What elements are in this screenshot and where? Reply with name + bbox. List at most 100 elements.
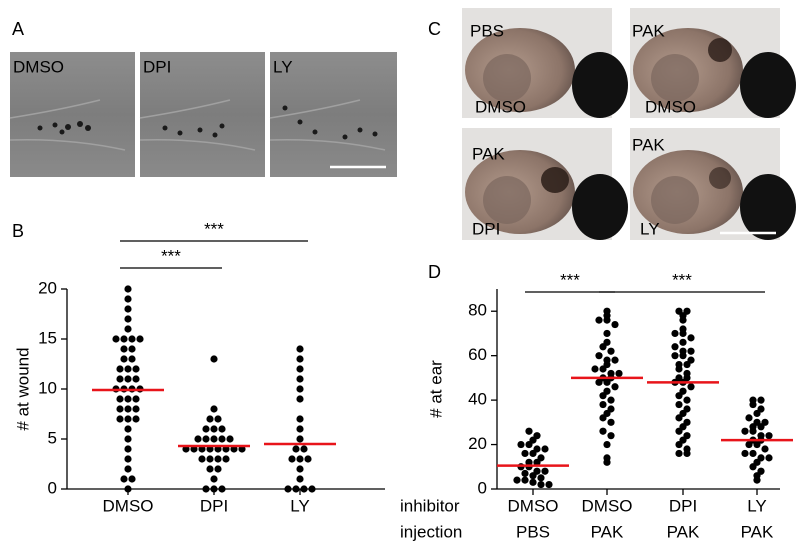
- data-point: [128, 355, 136, 363]
- image-label: DMSO: [475, 97, 526, 116]
- data-point: [749, 449, 757, 458]
- data-point: [741, 427, 749, 435]
- data-point: [120, 355, 128, 363]
- data-point: [749, 463, 757, 471]
- data-point: [296, 375, 304, 383]
- data-point: [675, 365, 683, 373]
- y-tick-label: 0: [478, 478, 487, 497]
- data-point: [765, 432, 773, 440]
- data-point: [749, 400, 757, 409]
- data-point: [595, 352, 603, 360]
- y-tick-label: 60: [468, 345, 487, 364]
- data-point: [679, 338, 687, 346]
- data-point: [675, 414, 683, 422]
- data-point: [132, 365, 140, 373]
- data-point: [124, 435, 132, 443]
- data-point: [675, 449, 683, 458]
- data-point: [136, 335, 144, 343]
- data-point: [675, 440, 683, 449]
- data-point: [202, 435, 210, 443]
- x-tick-label: DPI: [669, 496, 697, 515]
- data-point: [679, 352, 687, 360]
- data-point: [296, 455, 304, 463]
- data-point: [741, 449, 749, 458]
- data-point: [124, 425, 132, 433]
- data-point: [591, 365, 599, 373]
- data-point: [128, 475, 136, 483]
- data-point: [615, 369, 623, 378]
- data-point: [525, 440, 533, 449]
- data-point: [124, 365, 132, 373]
- significance-label: ***: [672, 270, 692, 289]
- panel-label: C: [428, 19, 441, 39]
- image-label: PAK: [632, 21, 665, 40]
- data-point: [292, 485, 300, 493]
- data-point: [296, 385, 304, 393]
- data-point: [218, 425, 226, 433]
- data-point: [521, 469, 529, 478]
- y-tick-label: 20: [38, 278, 57, 297]
- data-point: [595, 316, 603, 324]
- data-point: [116, 365, 124, 373]
- data-point: [757, 396, 765, 404]
- row-label: injection: [400, 522, 462, 541]
- data-point: [214, 415, 222, 423]
- data-point: [296, 425, 304, 433]
- data-point: [675, 427, 683, 435]
- data-point: [120, 335, 128, 343]
- image-label: DMSO: [645, 97, 696, 116]
- data-point: [599, 414, 607, 422]
- data-point: [753, 440, 761, 449]
- data-point: [128, 345, 136, 353]
- data-point: [308, 485, 316, 493]
- data-point: [611, 320, 619, 329]
- y-tick-label: 5: [48, 428, 57, 447]
- data-point: [124, 295, 132, 303]
- data-point: [132, 375, 140, 383]
- data-point: [599, 365, 607, 373]
- data-point: [132, 405, 140, 413]
- panel-a-images: [9, 52, 397, 177]
- y-axis-label: # at wound: [13, 347, 32, 430]
- data-point: [513, 476, 521, 484]
- data-point: [595, 378, 603, 386]
- data-point: [687, 383, 695, 391]
- data-point: [541, 445, 549, 453]
- data-point: [607, 396, 615, 404]
- x-tick-label: PAK: [591, 522, 624, 541]
- data-point: [124, 415, 132, 423]
- cells: [37, 105, 378, 140]
- data-point: [112, 335, 120, 343]
- data-point: [124, 375, 132, 383]
- data-point: [687, 334, 695, 342]
- row-label: inhibitor: [400, 496, 460, 515]
- data-point: [753, 476, 761, 484]
- data-point: [533, 458, 541, 466]
- data-point: [683, 449, 691, 458]
- data-point: [599, 343, 607, 351]
- panel-label: B: [12, 221, 24, 241]
- data-point: [517, 440, 525, 449]
- data-point: [206, 415, 214, 423]
- data-point: [603, 329, 611, 338]
- data-point: [611, 356, 619, 364]
- data-point: [599, 427, 607, 435]
- y-tick-label: 80: [468, 301, 487, 320]
- x-tick-label: DPI: [200, 496, 228, 515]
- x-tick-label: DMSO: [582, 496, 633, 515]
- data-point: [671, 329, 679, 338]
- data-point: [599, 392, 607, 400]
- significance-label: ***: [560, 270, 580, 289]
- data-point: [296, 435, 304, 443]
- data-point: [761, 445, 769, 453]
- data-point: [603, 378, 611, 386]
- data-point: [671, 352, 679, 360]
- data-point: [194, 435, 202, 443]
- image-label: PAK: [632, 135, 665, 154]
- embryos: [465, 28, 796, 240]
- data-point: [525, 427, 533, 435]
- data-point: [529, 478, 537, 486]
- panel-c-images: [462, 8, 796, 240]
- data-point: [132, 415, 140, 423]
- data-point: [296, 415, 304, 423]
